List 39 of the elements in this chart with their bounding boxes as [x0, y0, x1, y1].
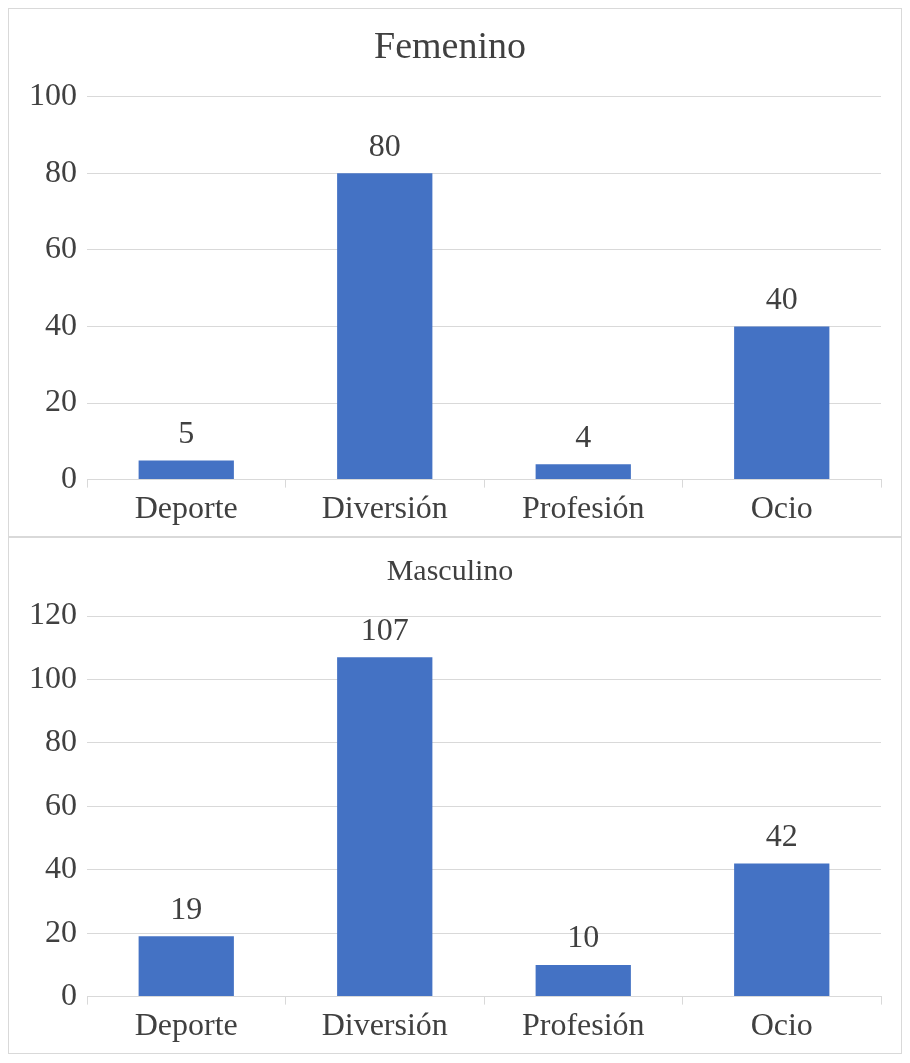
x-tick-label: Deporte — [134, 1006, 238, 1043]
bar — [138, 460, 234, 480]
bar — [337, 173, 433, 480]
y-tick-label: 0 — [61, 976, 77, 1013]
x-tick-label: Profesión — [521, 1006, 645, 1043]
data-label: 19 — [170, 889, 203, 926]
data-label: 4 — [575, 417, 592, 454]
data-label: 42 — [765, 816, 798, 853]
y-tick-label: 120 — [29, 595, 77, 632]
chart-title: Femenino — [374, 23, 526, 66]
bar — [535, 964, 631, 997]
y-tick-label: 80 — [45, 722, 77, 759]
data-label: 107 — [360, 610, 409, 647]
bar — [337, 657, 433, 997]
data-label: 5 — [178, 413, 195, 450]
data-label: 80 — [368, 126, 401, 163]
y-tick-label: 20 — [45, 382, 77, 419]
x-tick-label: Profesión — [521, 489, 645, 526]
bar — [138, 936, 234, 997]
y-tick-label: 40 — [45, 849, 77, 886]
x-tick-label: Diversión — [321, 1006, 448, 1043]
data-label: 40 — [765, 279, 798, 316]
y-tick-label: 60 — [45, 229, 77, 266]
y-tick-label: 100 — [29, 658, 77, 695]
data-label: 10 — [567, 918, 600, 955]
bar — [535, 464, 631, 480]
y-tick-label: 80 — [45, 152, 77, 189]
y-tick-label: 100 — [29, 76, 77, 113]
bar — [734, 326, 830, 480]
y-tick-label: 0 — [61, 459, 77, 496]
chart-title: Masculino — [386, 552, 514, 586]
y-tick-label: 20 — [45, 912, 77, 949]
y-tick-label: 40 — [45, 305, 77, 342]
y-tick-label: 60 — [45, 785, 77, 822]
x-tick-label: Ocio — [750, 1006, 813, 1043]
x-tick-label: Deporte — [134, 489, 238, 526]
x-tick-label: Diversión — [321, 489, 448, 526]
x-tick-label: Ocio — [750, 489, 813, 526]
bar — [734, 863, 830, 997]
